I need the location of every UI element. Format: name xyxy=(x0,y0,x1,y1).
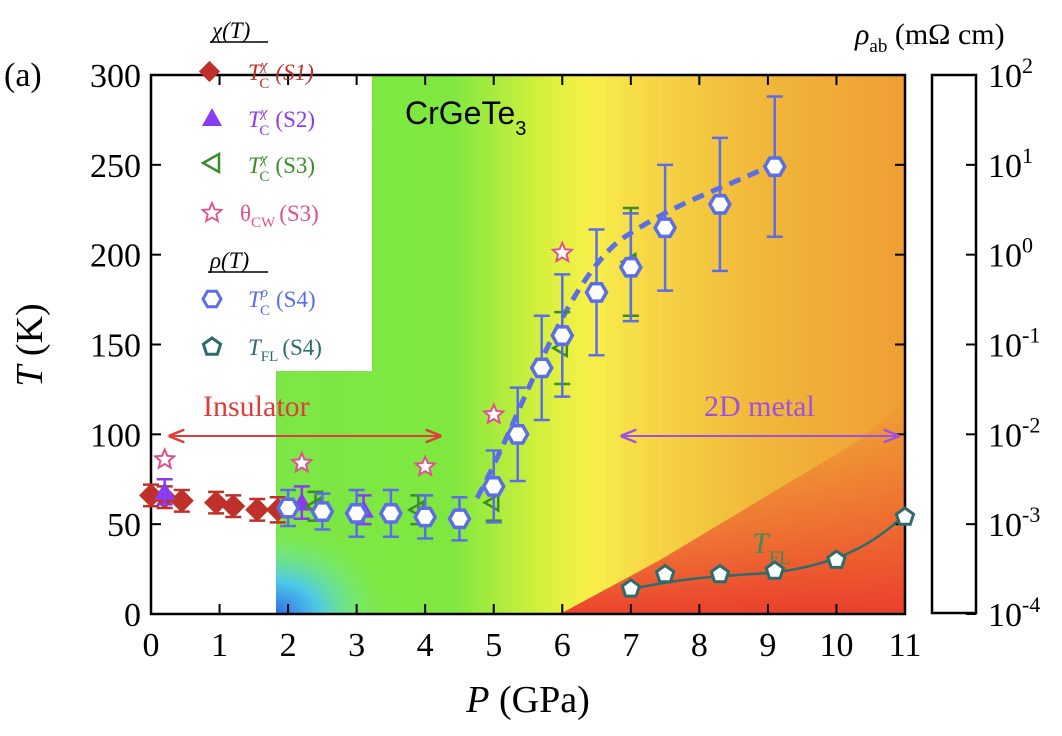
data-point xyxy=(550,325,575,346)
x-axis-ticks: 0 1 2 3 4 5 6 7 8 9 10 11 xyxy=(143,75,922,664)
data-point xyxy=(447,508,472,530)
x-tick-label: 1 xyxy=(211,627,228,664)
x-tick-label: 8 xyxy=(691,627,708,664)
x-tick-label: 0 xyxy=(143,627,160,664)
x-tick-label: 11 xyxy=(889,627,922,664)
data-point xyxy=(169,488,194,513)
metal-label: 2D metal xyxy=(704,390,815,423)
svg-text:TχC(S1): Tχ C (S1) xyxy=(248,58,314,92)
x-tick-label: 7 xyxy=(622,627,639,664)
data-point xyxy=(826,549,847,569)
data-point xyxy=(707,193,732,215)
legend-item-s1: Tχ C (S1) xyxy=(198,58,314,92)
metal-region: 2D metal xyxy=(622,390,898,436)
svg-text:TρC(S4): Tρ C (S4) xyxy=(248,285,316,319)
legend: χ(T) ρ(T) Tχ C (S1) Tχ C (S2) Tχ C (S3) θCW (S3… xyxy=(198,18,322,365)
legend-item-s3: Tχ C (S3) xyxy=(200,151,315,185)
legend-chi-title: χ(T) xyxy=(210,18,250,43)
data-point xyxy=(481,476,506,497)
data-point xyxy=(482,492,500,513)
x-axis-title: P (GPa) xyxy=(465,679,589,721)
y-axis-ticks: 0 50 100 150 200 250 300 xyxy=(90,58,905,634)
x-tick-label: 3 xyxy=(348,627,365,664)
series-pentagon-open xyxy=(620,506,916,598)
data-point xyxy=(618,256,643,278)
svg-text:θCW(S3): θCW (S3) xyxy=(240,201,319,231)
legend-item-theta: θCW (S3) xyxy=(200,200,319,231)
panel-label: (a) xyxy=(4,57,42,94)
x-tick-label: 2 xyxy=(280,627,297,664)
colorbar-tick-label: 101 xyxy=(988,143,1033,185)
data-point xyxy=(344,502,369,524)
data-point xyxy=(221,494,246,519)
series-star-open xyxy=(152,240,575,477)
legend-white-area xyxy=(151,75,372,371)
series-hexagon-open xyxy=(276,95,787,542)
y-tick-label: 50 xyxy=(107,507,141,544)
data-point xyxy=(289,450,314,474)
data-point xyxy=(152,446,177,470)
data-point xyxy=(378,502,403,524)
series-diamond xyxy=(139,483,290,524)
data-point xyxy=(276,497,301,519)
y-tick-label: 0 xyxy=(124,597,141,634)
data-point xyxy=(481,402,506,425)
insulator-region: Insulator xyxy=(170,390,440,436)
colorbar-tick-label: 10-3 xyxy=(988,502,1040,544)
data-point xyxy=(653,217,678,239)
data-markers xyxy=(139,95,916,598)
data-point xyxy=(584,281,609,303)
svg-text:TχC(S2): Tχ C (S2) xyxy=(248,105,315,139)
data-point xyxy=(529,357,554,379)
x-tick-label: 6 xyxy=(554,627,571,664)
data-point xyxy=(204,490,229,515)
insulator-label: Insulator xyxy=(203,390,310,423)
colorbar-tick-label: 102 xyxy=(988,53,1033,95)
data-point xyxy=(413,506,438,528)
data-point xyxy=(709,563,731,584)
data-point xyxy=(245,497,270,522)
colorbar: ρab (mΩ cm) 102 101 100 10-1 10-2 10-3 10-4 xyxy=(854,18,1040,634)
x-tick-label: 10 xyxy=(819,627,853,664)
data-point xyxy=(762,156,787,178)
x-tick-label: 5 xyxy=(485,627,502,664)
data-point xyxy=(894,506,916,526)
legend-rho-title: ρ(T) xyxy=(209,248,249,273)
y-tick-label: 100 xyxy=(90,417,141,454)
x-tick-label: 4 xyxy=(417,627,434,664)
legend-item-s4-tfl: TFL (S4) xyxy=(201,335,322,365)
data-point xyxy=(413,454,438,477)
data-point xyxy=(620,577,642,598)
y-tick-label: 250 xyxy=(90,148,141,185)
data-point xyxy=(154,481,176,500)
svg-text:TχC(S3): Tχ C (S3) xyxy=(248,151,315,185)
colorbar-tick-label: 100 xyxy=(988,233,1033,275)
y-axis-title: T (K) xyxy=(9,303,51,386)
data-point xyxy=(310,501,335,523)
colorbar-tick-label: 10-4 xyxy=(988,592,1040,634)
data-point xyxy=(505,423,530,445)
colorbar-tick-label: 10-1 xyxy=(988,323,1040,365)
data-point xyxy=(654,563,676,584)
svg-text:TFL(S4): TFL (S4) xyxy=(248,335,322,365)
y-tick-label: 200 xyxy=(90,238,141,275)
y-tick-label: 300 xyxy=(90,58,141,95)
colorbar-tick-label: 10-2 xyxy=(988,412,1040,454)
data-point xyxy=(764,560,786,580)
y-tick-label: 150 xyxy=(90,328,141,365)
data-point xyxy=(550,240,575,264)
x-tick-label: 9 xyxy=(759,627,776,664)
legend-item-s4-tc: Tρ C (S4) xyxy=(201,285,316,319)
legend-item-s2: Tχ C (S2) xyxy=(202,105,315,139)
colorbar-title: ρab (mΩ cm) xyxy=(854,18,1005,57)
